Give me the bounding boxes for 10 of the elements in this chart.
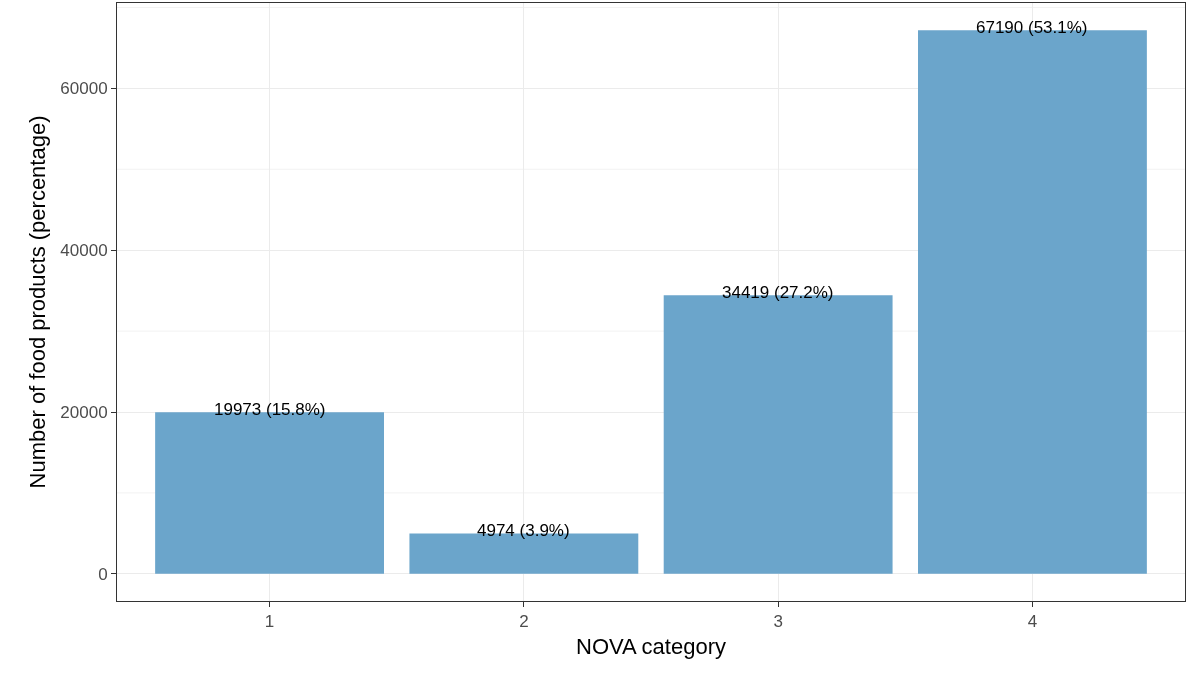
y-tick-label: 60000 (60, 79, 108, 99)
y-tick-label: 40000 (60, 241, 108, 261)
x-tick-label: 3 (773, 612, 783, 632)
y-tick-label: 20000 (60, 402, 108, 422)
x-tick-label: 1 (264, 612, 275, 632)
x-tick-label: 2 (519, 612, 529, 632)
y-axis-title: Number of food products (percentage) (25, 115, 51, 489)
y-tick-label: 0 (98, 564, 108, 584)
x-axis-title: NOVA category (576, 634, 726, 660)
x-tick-label: 4 (1027, 612, 1038, 632)
